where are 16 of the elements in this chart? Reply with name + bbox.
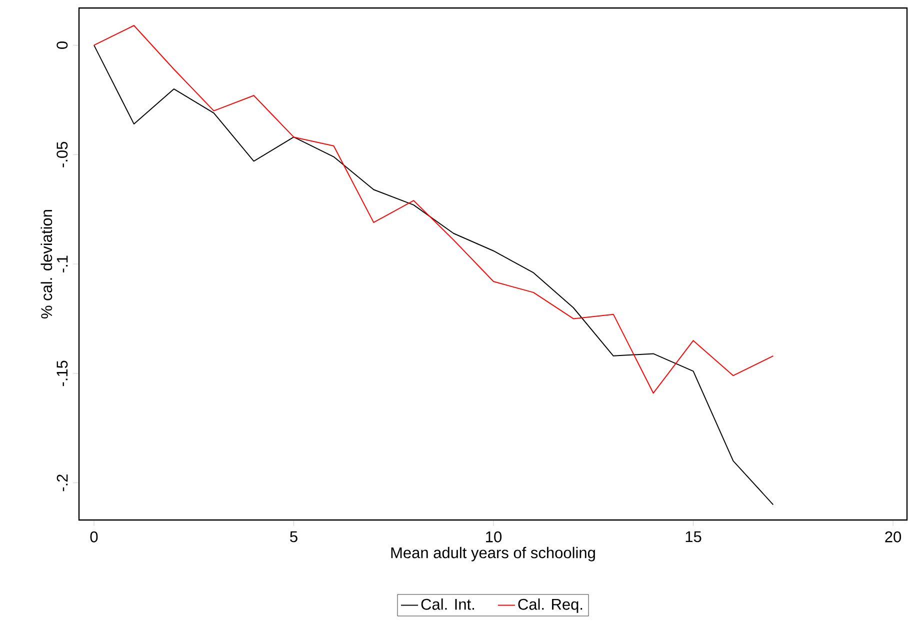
y-tick-label: 0: [56, 41, 68, 49]
y-tick-label: -.05: [56, 142, 68, 168]
legend-label: Cal. Req.: [518, 598, 582, 613]
x-tick-label: 15: [686, 531, 702, 542]
y-axis-title: % cal. deviation: [40, 210, 52, 318]
x-tick-label: 10: [486, 531, 502, 542]
y-tick-label: -.1: [56, 256, 68, 272]
line-series: [93, 44, 774, 506]
x-axis-title: Mean adult years of schooling: [391, 546, 595, 562]
x-tick-label: 5: [290, 531, 298, 542]
y-tick-label: -.15: [56, 360, 68, 386]
x-tick-label: 0: [90, 531, 98, 542]
x-tick-label: 20: [885, 531, 902, 542]
legend-label: Cal. Int.: [421, 598, 474, 610]
y-tick-label: -.2: [56, 474, 68, 492]
line-series: [93, 24, 774, 394]
